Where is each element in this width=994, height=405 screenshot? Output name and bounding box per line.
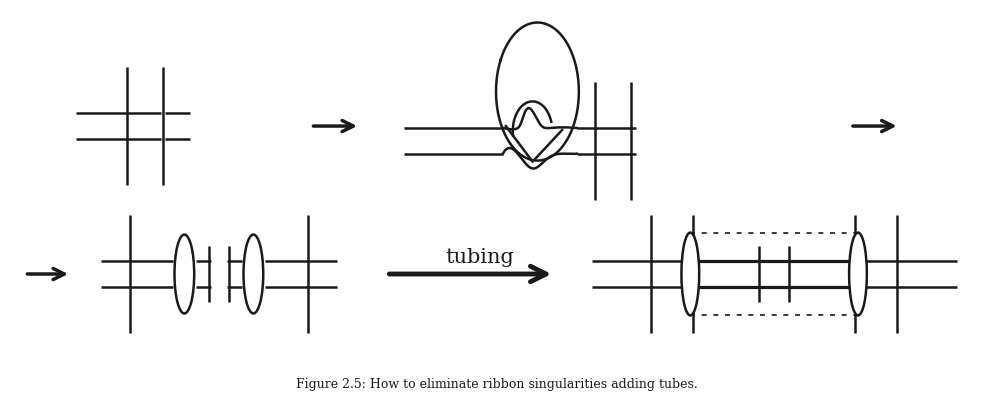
Text: Figure 2.5: How to eliminate ribbon singularities adding tubes.: Figure 2.5: How to eliminate ribbon sing…: [296, 377, 698, 390]
Ellipse shape: [849, 233, 867, 315]
Ellipse shape: [682, 233, 699, 315]
Text: tubing: tubing: [446, 247, 515, 266]
